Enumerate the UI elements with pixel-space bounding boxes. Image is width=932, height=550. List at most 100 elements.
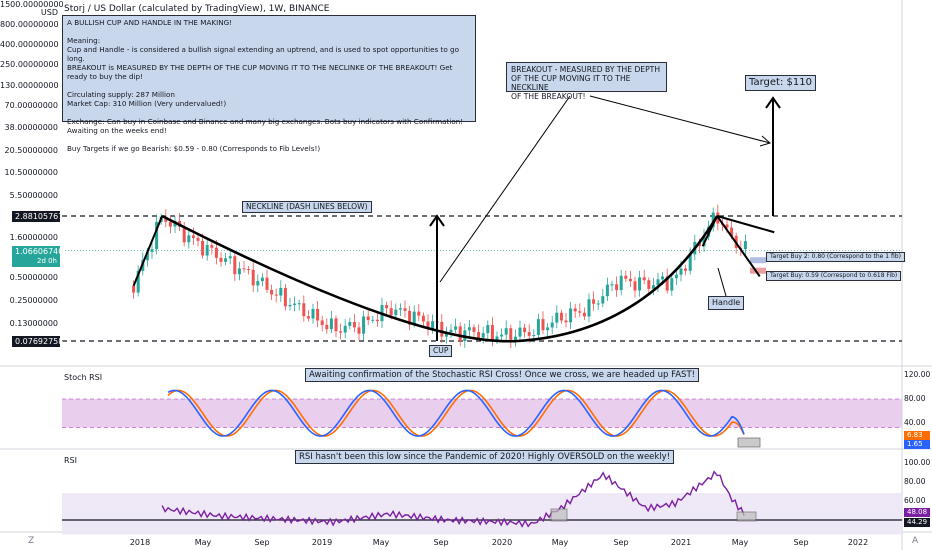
candle-body (394, 309, 398, 316)
candle-body (237, 268, 241, 275)
price-unit: USD (40, 8, 58, 17)
stoch-k-line (167, 389, 745, 437)
target-label[interactable]: Target: $110 (745, 75, 816, 91)
price-tick: 10.50000000 (4, 168, 58, 177)
candle-body (201, 240, 205, 256)
breakout-pointer (589, 95, 771, 144)
stoch-note[interactable]: Awaiting confirmation of the Stochastic … (305, 368, 700, 382)
bar-countdown: 2d 0h (12, 256, 60, 267)
candle-body (196, 237, 200, 241)
candle-body (555, 312, 559, 323)
time-tick: Sep (793, 538, 809, 547)
candle-body (743, 241, 747, 250)
candle-body (357, 327, 361, 334)
stoch-tick: 120.00 (904, 370, 931, 379)
candle-body (389, 308, 393, 316)
candle-body (679, 268, 683, 275)
candle-body (500, 334, 504, 337)
candle-body (316, 308, 320, 321)
candle-body (311, 308, 315, 319)
candle-body (210, 245, 214, 248)
candle-body (523, 327, 527, 333)
candle-body (564, 320, 568, 323)
candle-body (711, 212, 715, 227)
candle-body (573, 308, 577, 312)
candle-body (550, 322, 554, 328)
neckline-label[interactable]: NECKLINE (DASH LINES BELOW) (242, 201, 372, 213)
rsi-band (62, 493, 902, 535)
candle-body (132, 285, 136, 293)
candle-body (688, 254, 692, 271)
price-tick: 800.00000000 (0, 20, 59, 29)
time-tick: 2019 (311, 538, 333, 547)
candle-body (665, 276, 669, 291)
time-tick: May (551, 538, 569, 547)
candle-body (283, 287, 287, 307)
cup-low-price-tag: 0.07692758 (12, 336, 63, 347)
candle-body (592, 299, 596, 304)
time-tick: 2021 (670, 538, 692, 547)
rsi-panel-label: RSI (64, 456, 77, 465)
candle-body (605, 284, 609, 297)
rsi-tick: 60.00 (904, 496, 926, 505)
current-price-tag: 1.06606740 (12, 246, 63, 257)
candle-body (348, 321, 352, 326)
candle-body (279, 287, 283, 296)
candle-body (661, 276, 665, 280)
cup-label[interactable]: CUP (429, 345, 453, 357)
candle-body (504, 328, 508, 335)
candle-body (527, 332, 531, 336)
candle-body (233, 256, 237, 275)
candle-body (559, 312, 563, 321)
time-tick: Sep (433, 538, 449, 547)
time-tick: 2020 (491, 538, 513, 547)
candle-body (481, 333, 485, 338)
candle-body (260, 277, 264, 282)
target-arrow-head (765, 96, 781, 109)
rise-line (132, 215, 164, 287)
candle-body (398, 308, 402, 310)
stoch-highlight-box (737, 437, 761, 448)
stoch-d-line (167, 389, 745, 437)
candle-body (725, 224, 729, 228)
rsi-tick: 80.00 (904, 477, 926, 486)
candle-body (247, 268, 251, 270)
candle-body (421, 315, 425, 322)
price-tick: 5.50000000 (9, 191, 58, 200)
stoch-tick: 80.00 (904, 394, 926, 403)
candle-body (385, 305, 389, 309)
candle-body (136, 270, 140, 293)
candle-body (219, 257, 223, 262)
candle-body (320, 320, 324, 325)
strategy-note[interactable]: A BULLISH CUP AND HANDLE IN THE MAKING! … (62, 15, 476, 153)
handle-label[interactable]: Handle (708, 296, 745, 310)
cup-curve (161, 214, 719, 343)
candle-body (168, 221, 172, 227)
rsi-highlight-now (736, 511, 757, 522)
candle-body (270, 289, 274, 295)
time-tick: May (194, 538, 212, 547)
candle-body (265, 277, 269, 290)
stoch-panel-label: Stoch RSI (64, 373, 103, 382)
rsi-highlight-2020 (550, 508, 568, 522)
candle-body (684, 268, 688, 271)
rsi-value: 48.08 (904, 508, 930, 517)
candle-body (601, 296, 605, 304)
candle-body (251, 269, 255, 286)
auto-scale-icon[interactable]: A (912, 536, 919, 546)
rsi-note[interactable]: RSI hasn't been this low since the Pande… (295, 450, 675, 464)
price-tick: 250.00000000 (0, 60, 59, 69)
buy-target-2-label[interactable]: Target Buy 2: 0.80 (Correspond to the 1 … (766, 252, 905, 262)
time-tick: Sep (254, 538, 270, 547)
candle-body (293, 303, 297, 306)
candle-body (343, 325, 347, 333)
handle-left-line (701, 215, 719, 247)
price-tick: 0.25000000 (9, 296, 58, 305)
timezone-icon[interactable]: Z (28, 536, 35, 546)
buy-target-1-label[interactable]: Target Buy: 0.59 (Correspond to 0.618 Fi… (766, 271, 902, 281)
breakout-note[interactable]: BREAKOUT - MEASURED BY THE DEPTH OF THE … (506, 62, 667, 101)
candle-body (518, 327, 522, 337)
candle-body (440, 321, 444, 337)
